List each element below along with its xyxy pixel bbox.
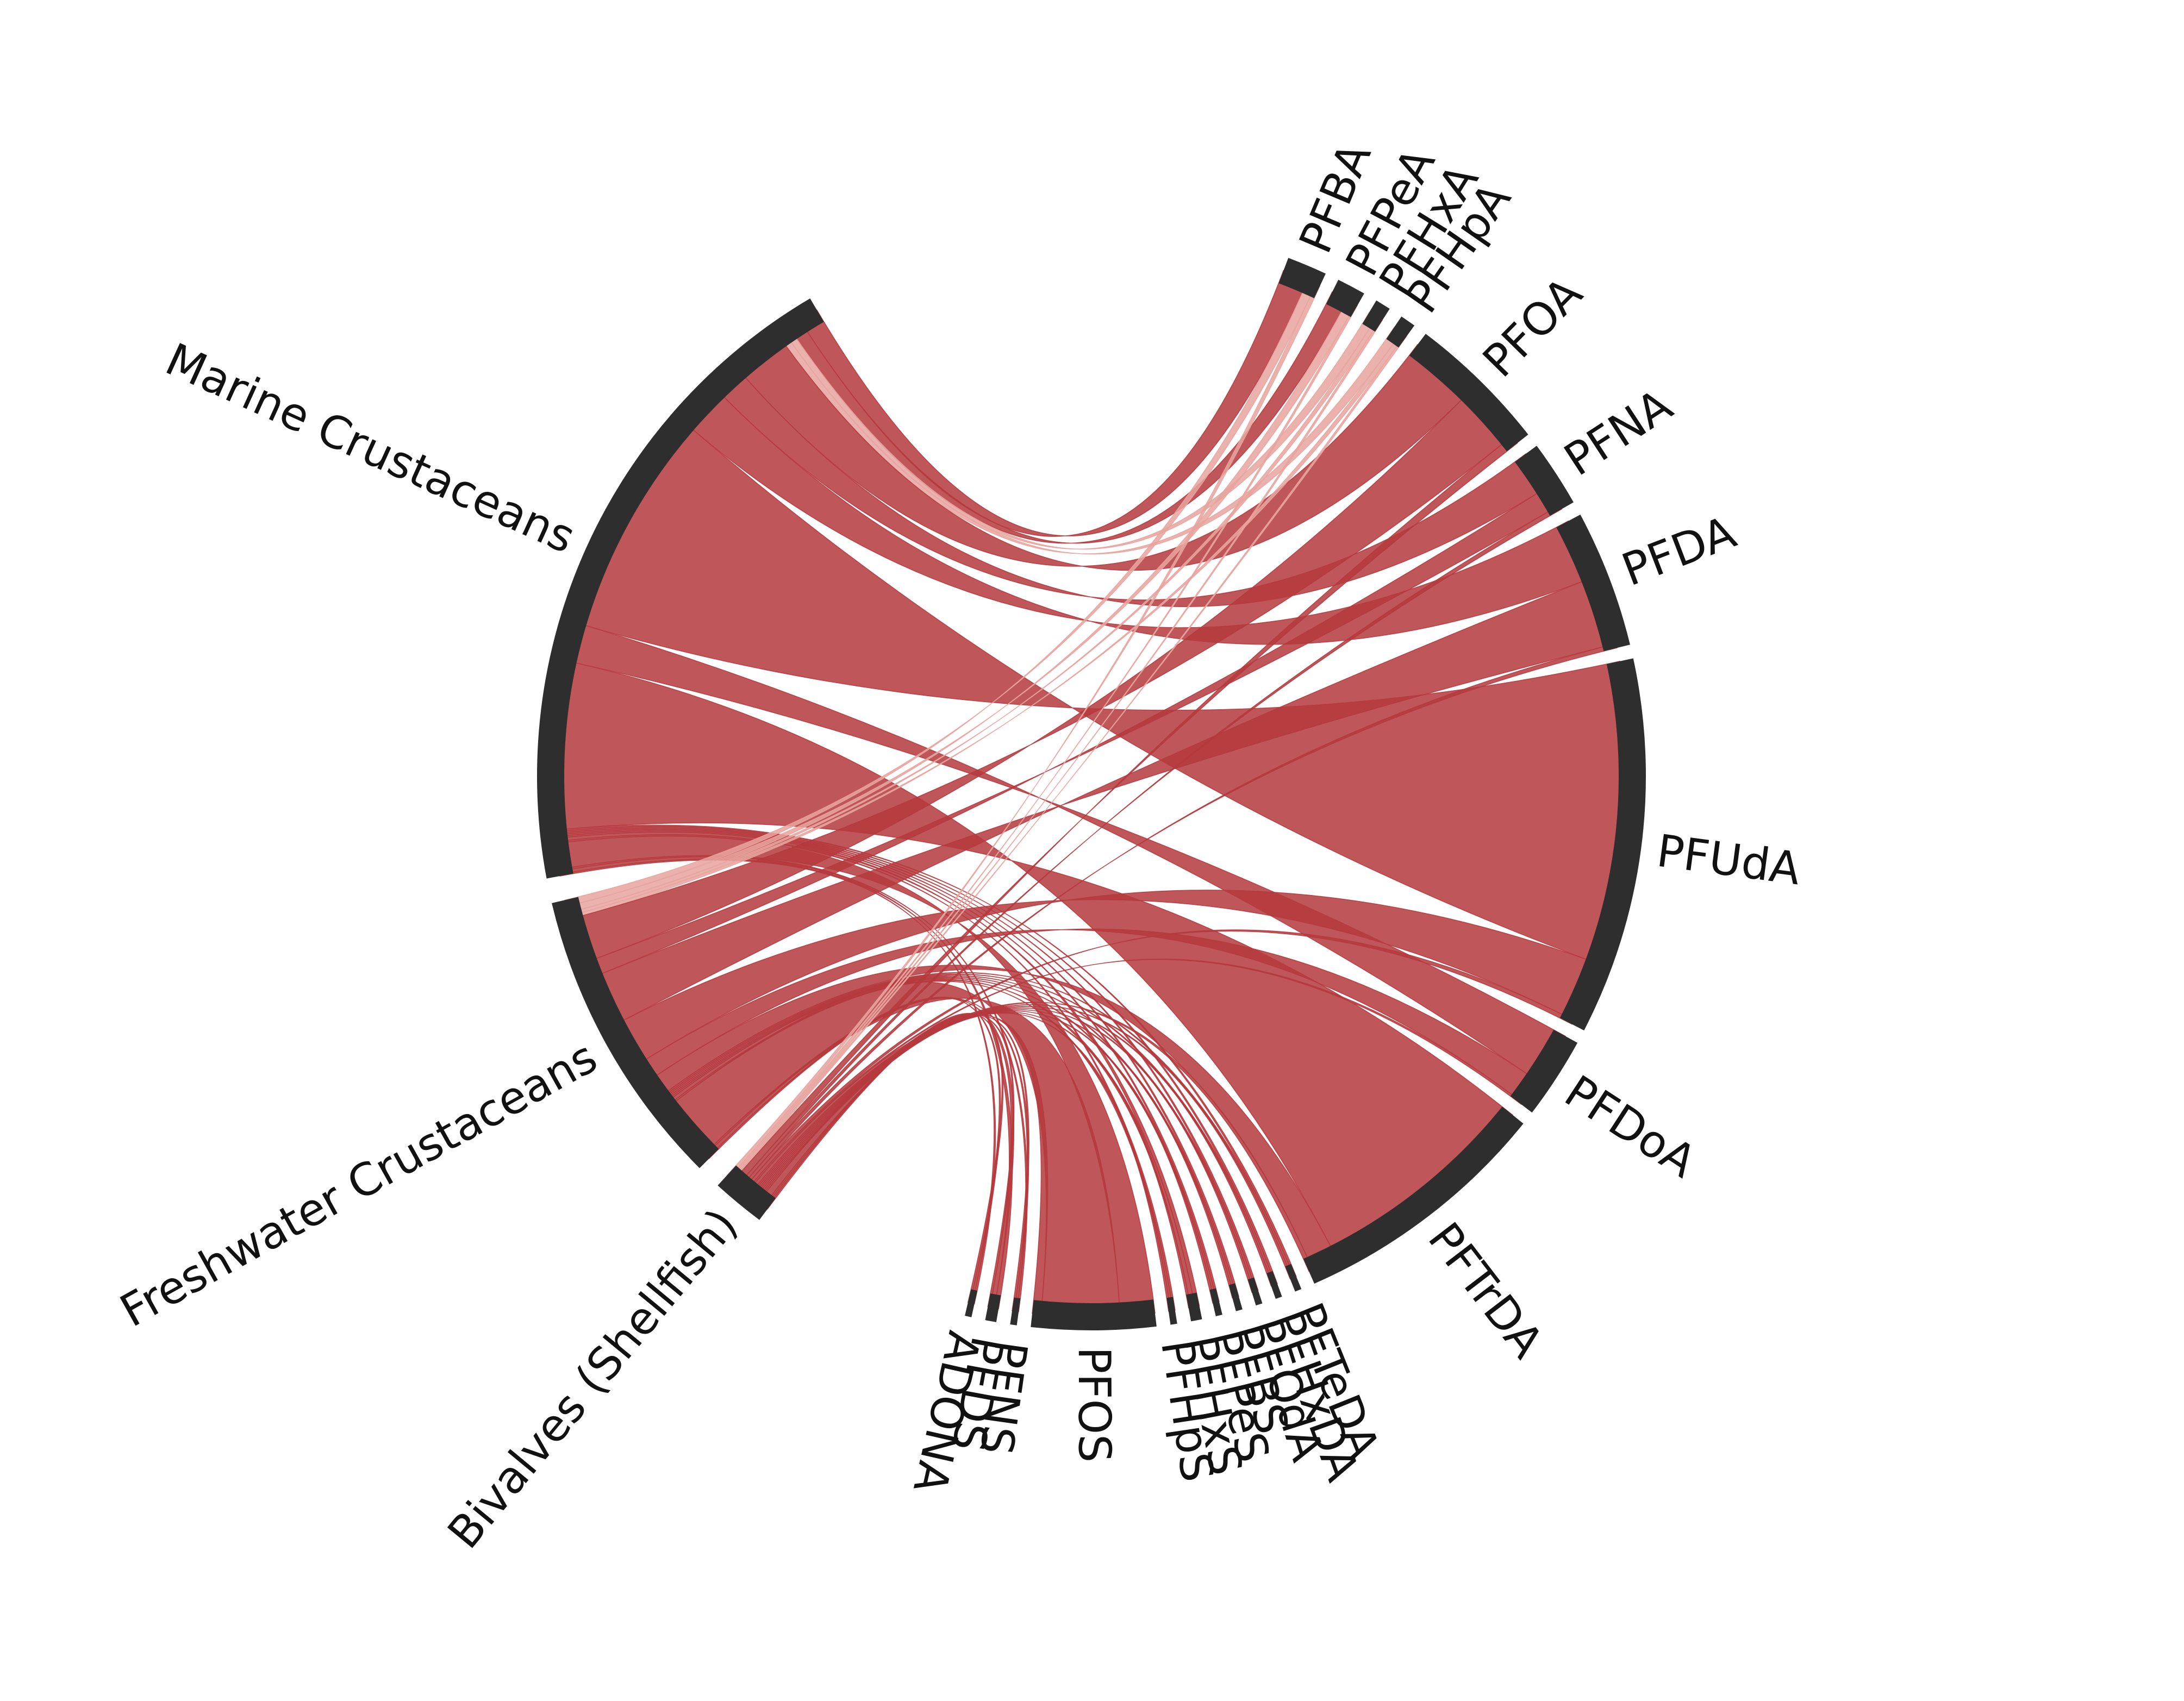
source-label-bivalves-shellfish: Bivalves (Shellfish) [438,1199,747,1559]
target-arc-pfoda [1247,1277,1263,1306]
source-arc-bivalves-shellfish [717,1165,776,1220]
target-arc-pfna [1514,446,1574,516]
target-arc-pfba [1278,258,1326,298]
chord-marine-crustaceans-to-pfdoa [563,621,1567,1082]
target-arc-pfhxs [1186,1292,1202,1322]
target-arc-pfdoa [1510,1029,1578,1113]
target-arc-pfns [1010,1297,1021,1325]
source-label-marine-crustaceans: Marine Crustaceans [158,334,583,564]
target-arc-pfpea [1326,279,1364,317]
target-arc-pfda [1556,514,1630,652]
target-arc-pftrda [1303,1106,1524,1284]
target-arc-pfpes [1209,1288,1222,1317]
target-arc-adona [965,1289,978,1317]
source-arc-marine-crustaceans [537,298,824,879]
target-label-pfos: PFOS [1068,1347,1120,1463]
target-label-pfoa: PFOA [1473,267,1592,387]
target-arc-pfoa [1409,334,1528,452]
source-label-freshwater-crustaceans: Freshwater Crustaceans [112,1031,606,1337]
target-arc-pfhxa [1362,300,1390,332]
ribbons-layer [550,270,1633,1317]
target-label-pfuda: PFUdA [1654,826,1804,896]
target-label-pftrda: PFTrDA [1418,1214,1553,1368]
target-arc-pfhxda [1266,1271,1282,1299]
target-arc-pfuda [1559,658,1646,1031]
target-label-pfna: PFNA [1556,379,1681,486]
target-arc-pfhps [1166,1297,1177,1325]
target-arc-pfos [1031,1299,1157,1331]
target-arc-pfhpa [1386,316,1415,348]
target-arc-pfbs [1228,1283,1243,1311]
target-arc-pfds [985,1293,1001,1322]
target-label-pfda: PFDA [1615,506,1743,596]
target-label-pfdoa: PFDoA [1556,1066,1705,1188]
node-arcs-layer [537,258,1646,1331]
source-arc-freshwater-crustaceans [552,897,719,1168]
target-arc-pfteda [1285,1264,1302,1292]
